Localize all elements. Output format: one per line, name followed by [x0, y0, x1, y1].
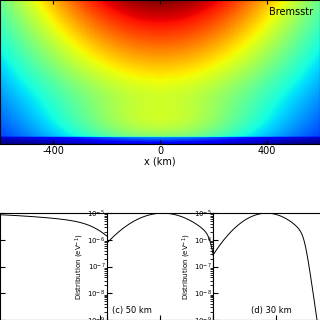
Text: (c) 50 km: (c) 50 km [112, 306, 152, 315]
Y-axis label: Distribution (eV$^{-1}$): Distribution (eV$^{-1}$) [180, 233, 193, 300]
Text: Bremsstr: Bremsstr [269, 7, 314, 17]
X-axis label: x (km): x (km) [144, 157, 176, 167]
Y-axis label: Distribution (eV$^{-1}$): Distribution (eV$^{-1}$) [74, 233, 86, 300]
Text: (d) 30 km: (d) 30 km [251, 306, 292, 315]
